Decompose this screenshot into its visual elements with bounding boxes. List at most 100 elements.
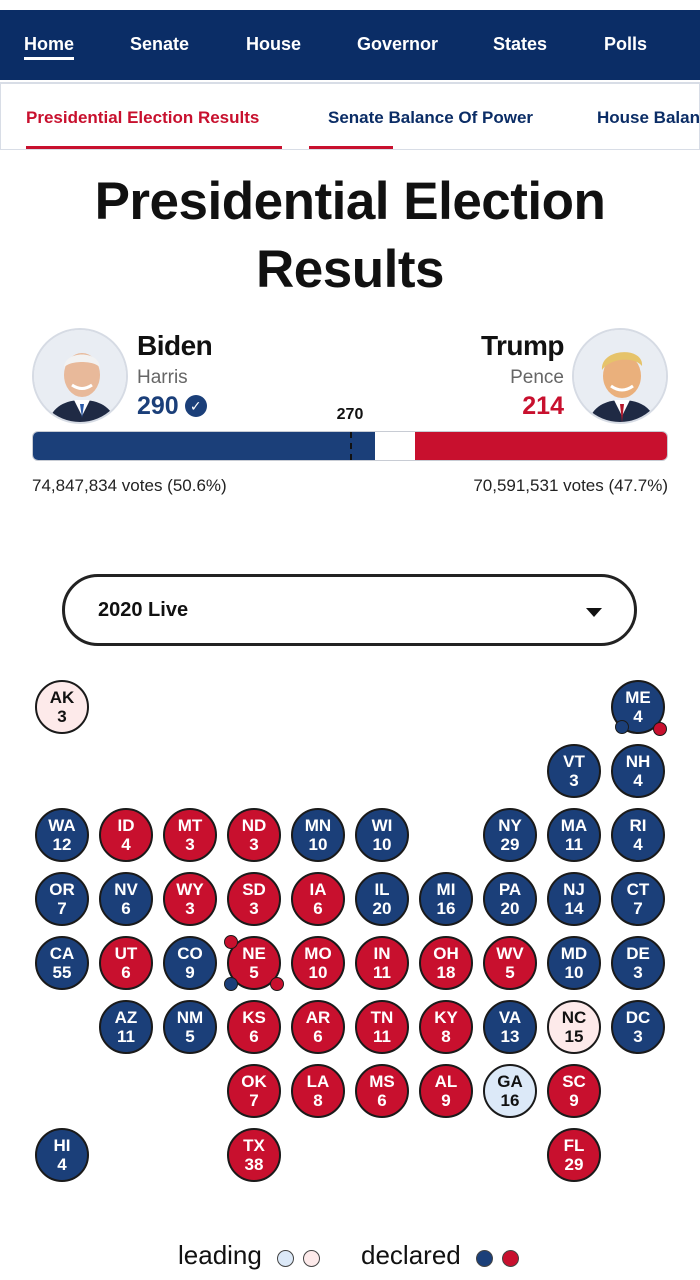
state-tile-co[interactable]: CO 9 (163, 936, 217, 990)
state-tile-wv[interactable]: WV 5 (483, 936, 537, 990)
state-abbr: GA (497, 1072, 523, 1091)
rep-running-mate: Pence (510, 367, 564, 388)
state-ev: 4 (633, 771, 643, 790)
state-ev: 3 (249, 835, 259, 854)
state-tile-mo[interactable]: MO 10 (291, 936, 345, 990)
state-tile-mi[interactable]: MI 16 (419, 872, 473, 926)
state-tile-vt[interactable]: VT 3 (547, 744, 601, 798)
state-ev: 16 (500, 1091, 520, 1110)
state-ev: 4 (633, 835, 643, 854)
state-ev: 55 (52, 963, 72, 982)
state-abbr: OK (241, 1072, 267, 1091)
state-tile-wy[interactable]: WY 3 (163, 872, 217, 926)
state-tile-ut[interactable]: UT 6 (99, 936, 153, 990)
state-tile-ms[interactable]: MS 6 (355, 1064, 409, 1118)
rep-candidate-name: Trump (480, 330, 565, 361)
state-tile-fl[interactable]: FL 29 (547, 1128, 601, 1182)
nav-polls[interactable]: Polls (604, 34, 648, 54)
subnav-senate-balance[interactable]: Senate Balance Of Power (328, 108, 534, 127)
state-abbr: FL (563, 1136, 585, 1155)
state-ev: 3 (249, 899, 259, 918)
nav-house[interactable]: House (246, 34, 302, 54)
state-tile-ca[interactable]: CA 55 (35, 936, 89, 990)
state-abbr: AK (49, 688, 75, 707)
state-tile-il[interactable]: IL 20 (355, 872, 409, 926)
state-abbr: WI (371, 816, 393, 835)
map-legend: leading declared (0, 1238, 700, 1274)
state-ev: 4 (633, 707, 643, 726)
state-tile-nm[interactable]: NM 5 (163, 1000, 217, 1054)
state-tile-or[interactable]: OR 7 (35, 872, 89, 926)
state-tile-la[interactable]: LA 8 (291, 1064, 345, 1118)
legend-declared-dem-dot-icon (476, 1250, 493, 1267)
state-ev: 3 (633, 1027, 643, 1046)
state-tile-tx[interactable]: TX 38 (227, 1128, 281, 1182)
state-tile-tn[interactable]: TN 11 (355, 1000, 409, 1054)
state-tile-ia[interactable]: IA 6 (291, 872, 345, 926)
state-tile-de[interactable]: DE 3 (611, 936, 665, 990)
state-abbr: SC (562, 1072, 586, 1091)
state-tile-va[interactable]: VA 13 (483, 1000, 537, 1054)
state-abbr: SD (242, 880, 266, 899)
state-ev: 7 (249, 1091, 259, 1110)
state-tile-ar[interactable]: AR 6 (291, 1000, 345, 1054)
state-abbr: VA (498, 1008, 522, 1027)
state-abbr: MD (560, 944, 588, 963)
state-tile-nj[interactable]: NJ 14 (547, 872, 601, 926)
state-ev: 8 (441, 1027, 451, 1046)
state-tile-ks[interactable]: KS 6 (227, 1000, 281, 1054)
state-ev: 12 (52, 835, 72, 854)
state-tile-sc[interactable]: SC 9 (547, 1064, 601, 1118)
state-abbr: OR (49, 880, 75, 899)
state-ev: 10 (564, 963, 584, 982)
state-tile-mt[interactable]: MT 3 (163, 808, 217, 862)
election-year-select[interactable]: 2020 Live (62, 574, 637, 646)
state-ev: 11 (565, 835, 583, 854)
state-abbr: NC (561, 1008, 587, 1027)
state-tile-nd[interactable]: ND 3 (227, 808, 281, 862)
state-tile-id[interactable]: ID 4 (99, 808, 153, 862)
state-abbr: KS (242, 1008, 266, 1027)
state-tile-ct[interactable]: CT 7 (611, 872, 665, 926)
state-abbr: CA (49, 944, 75, 963)
state-tile-ok[interactable]: OK 7 (227, 1064, 281, 1118)
state-tile-wa[interactable]: WA 12 (35, 808, 89, 862)
state-tile-al[interactable]: AL 9 (419, 1064, 473, 1118)
state-abbr: HI (53, 1136, 71, 1155)
state-tile-hi[interactable]: HI 4 (35, 1128, 89, 1182)
threshold-marker (350, 432, 352, 460)
nav-governor[interactable]: Governor (357, 34, 439, 54)
nav-senate[interactable]: Senate (130, 34, 190, 54)
state-tile-wi[interactable]: WI 10 (355, 808, 409, 862)
state-tile-ny[interactable]: NY 29 (483, 808, 537, 862)
state-abbr: WA (48, 816, 76, 835)
subnav-house-balance[interactable]: House Balance Of Power (597, 108, 700, 127)
state-ev: 9 (569, 1091, 579, 1110)
state-tile-ky[interactable]: KY 8 (419, 1000, 473, 1054)
state-tile-in[interactable]: IN 11 (355, 936, 409, 990)
state-tile-nc[interactable]: NC 15 (547, 1000, 601, 1054)
state-tile-nv[interactable]: NV 6 (99, 872, 153, 926)
state-abbr: RI (629, 816, 647, 835)
state-tile-ne[interactable]: NE 5 (227, 936, 281, 990)
state-tile-pa[interactable]: PA 20 (483, 872, 537, 926)
nav-states[interactable]: States (493, 34, 548, 54)
state-abbr: MT (177, 816, 203, 835)
state-tile-sd[interactable]: SD 3 (227, 872, 281, 926)
state-tile-ga[interactable]: GA 16 (483, 1064, 537, 1118)
state-tile-nh[interactable]: NH 4 (611, 744, 665, 798)
election-year-value: 2020 Live (98, 599, 189, 621)
state-tile-mn[interactable]: MN 10 (291, 808, 345, 862)
state-tile-dc[interactable]: DC 3 (611, 1000, 665, 1054)
nav-home[interactable]: Home (24, 34, 75, 60)
state-abbr: KY (434, 1008, 458, 1027)
subnav-presidential-results[interactable]: Presidential Election Results (26, 108, 260, 127)
state-tile-ma[interactable]: MA 11 (547, 808, 601, 862)
state-tile-ri[interactable]: RI 4 (611, 808, 665, 862)
state-tile-ak[interactable]: AK 3 (35, 680, 89, 734)
state-tile-oh[interactable]: OH 18 (419, 936, 473, 990)
state-tile-az[interactable]: AZ 11 (99, 1000, 153, 1054)
rep-popular-vote: 70,591,531 votes (47.7%) (473, 476, 668, 495)
state-ev: 3 (185, 835, 195, 854)
state-tile-md[interactable]: MD 10 (547, 936, 601, 990)
